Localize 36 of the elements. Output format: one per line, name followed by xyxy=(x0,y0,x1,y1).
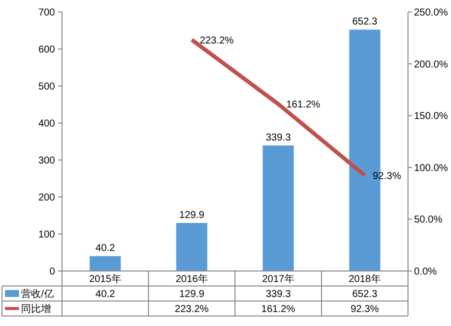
y-tick-label: 400 xyxy=(38,118,56,130)
bar xyxy=(90,256,121,271)
x-tick-label: 2015年 xyxy=(89,273,122,285)
y2-tick-label: 0.0% xyxy=(414,266,437,278)
y-tick-label: 300 xyxy=(38,156,56,166)
y2-tick-label: 250.0% xyxy=(414,8,448,18)
data-label: 652.3 xyxy=(352,289,378,300)
text: 223.2% xyxy=(200,35,234,46)
text: 161.2% xyxy=(286,99,320,110)
data-label: 223.2% xyxy=(174,304,209,315)
y-tick-label: 600 xyxy=(38,44,56,56)
x-tick-label: 2016年 xyxy=(176,273,208,285)
y2-tick-label: 150.0% xyxy=(414,111,448,122)
data-label: 129.9 xyxy=(179,289,205,300)
y-tick-label: 200 xyxy=(38,192,56,204)
y-tick-label: 700 xyxy=(38,8,56,18)
y-tick-label: 0 xyxy=(49,266,56,278)
data-label: 92.3% xyxy=(350,304,380,315)
y2-tick-label: 50.0% xyxy=(414,214,442,226)
text: 339.3 xyxy=(266,132,291,144)
y2-tick-label: 200.0% xyxy=(414,59,448,70)
text: 129.9 xyxy=(179,210,204,221)
legend-label: 同比增 xyxy=(21,303,51,315)
text: 40.2 xyxy=(96,243,115,254)
bar xyxy=(262,145,294,271)
text: 652.3 xyxy=(352,16,378,28)
x-tick-label: 2017年 xyxy=(262,273,294,285)
bar xyxy=(176,222,208,271)
data-label: 40.2 xyxy=(96,289,116,300)
x-tick-label: 2018年 xyxy=(348,273,381,285)
y-tick-label: 500 xyxy=(38,82,56,92)
y-tick-label: 100 xyxy=(38,230,56,240)
legend-label: 营收/亿 xyxy=(21,288,54,300)
data-label: 161.2% xyxy=(261,304,296,315)
y2-tick-label: 100.0% xyxy=(414,162,448,174)
data-label: 339.3 xyxy=(266,289,292,300)
